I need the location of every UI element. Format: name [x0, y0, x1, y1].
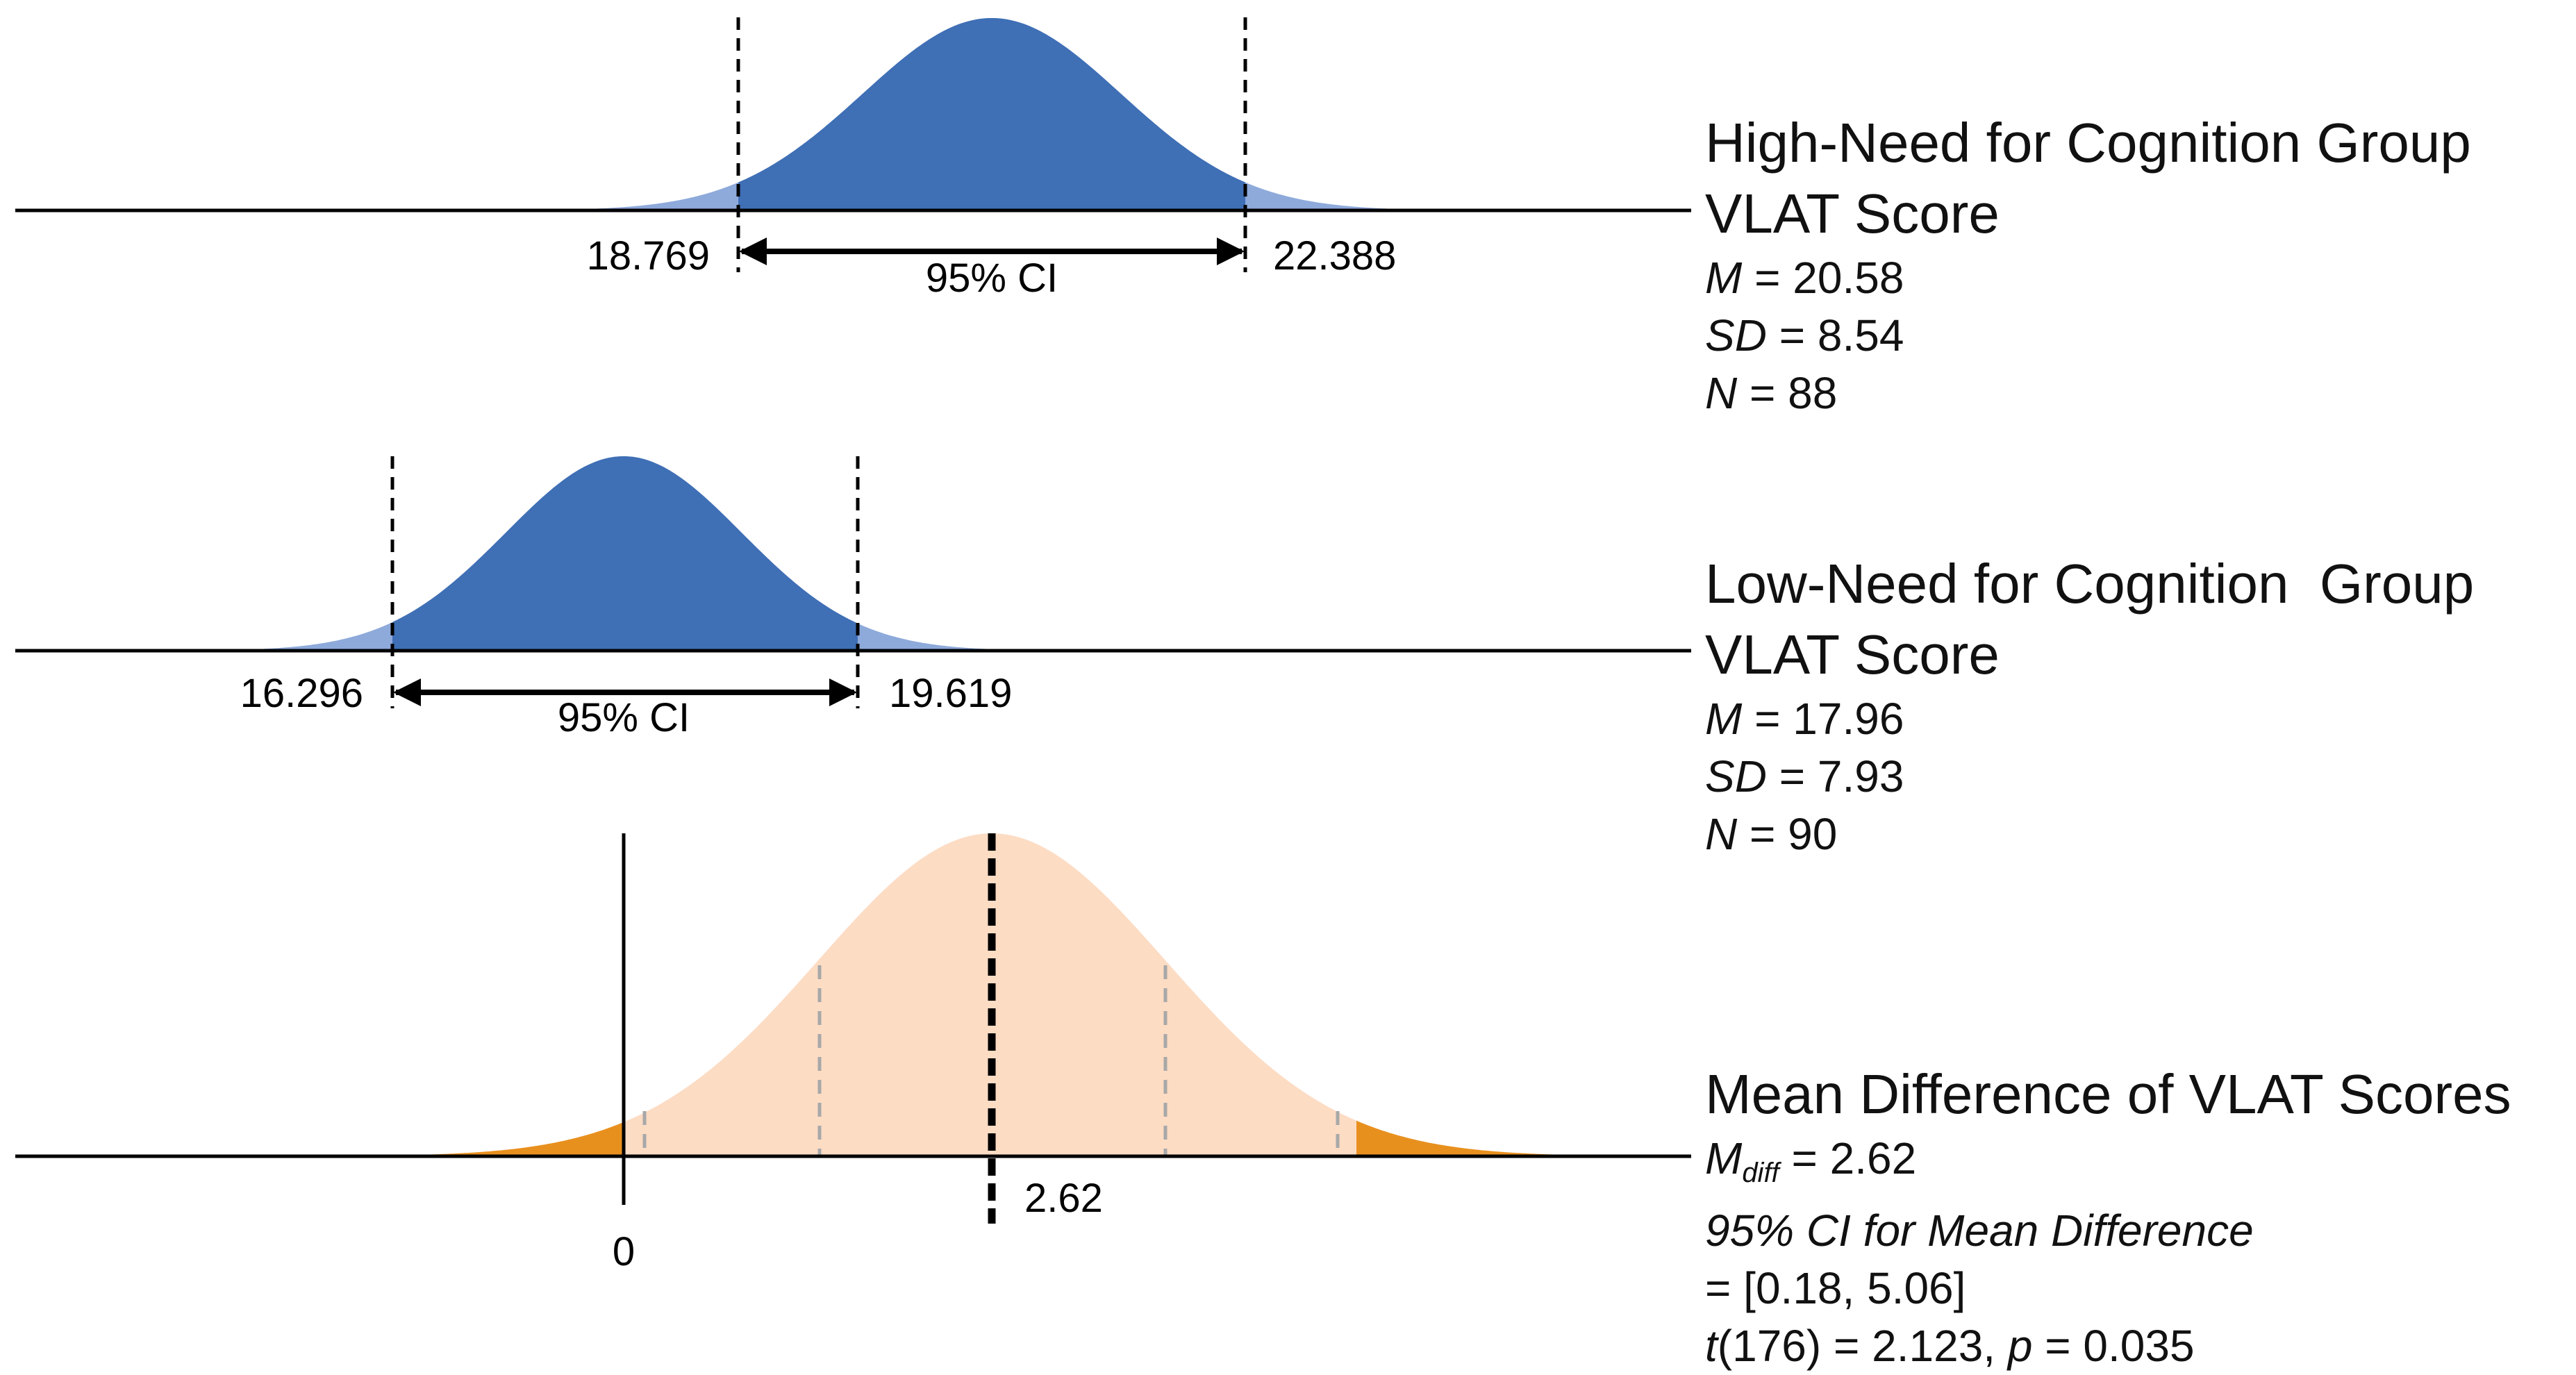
zero-label: 0	[613, 1229, 635, 1274]
mean-diff-ci-value: = [0.18, 5.06]	[1705, 1263, 1966, 1313]
high-need-ci-upper-label: 22.388	[1273, 233, 1396, 278]
high-need-title: High-Need for Cognition Group	[1705, 112, 2471, 174]
high-need-mean: M = 20.58	[1705, 253, 1904, 303]
low-need-stats: Low-Need for Cognition Group VLAT Score …	[1705, 549, 2474, 863]
mean-diff-panel: 0 2.62	[15, 833, 1691, 1274]
high-need-sd: SD = 8.54	[1705, 310, 1904, 360]
mean-diff-value: Mdiff = 2.62	[1705, 1133, 1917, 1188]
low-need-ci-area	[392, 456, 858, 651]
high-need-ci-lower-label: 18.769	[587, 233, 710, 278]
mean-diff-t-test: t(176) = 2.123, p = 0.035	[1705, 1321, 2195, 1371]
high-need-n: N = 88	[1705, 368, 1838, 418]
high-need-subtitle: VLAT Score	[1705, 183, 2000, 244]
high-need-ci-label: 95% CI	[926, 256, 1058, 301]
low-need-sd: SD = 7.93	[1705, 751, 1904, 801]
low-need-ci-upper-label: 19.619	[889, 671, 1012, 716]
low-need-ci-lower-label: 16.296	[240, 671, 363, 716]
mean-diff-label: 2.62	[1024, 1176, 1103, 1221]
low-need-mean: M = 17.96	[1705, 694, 1904, 744]
mean-diff-right-tail	[1356, 1120, 1570, 1156]
low-need-ci-label: 95% CI	[558, 695, 690, 740]
high-need-stats: High-Need for Cognition Group VLAT Score…	[1705, 108, 2471, 422]
mean-diff-title: Mean Difference of VLAT Scores	[1705, 1063, 2511, 1125]
low-need-title: Low-Need for Cognition Group	[1705, 553, 2475, 615]
high-need-panel: 18.769 22.388 95% CI	[15, 17, 1691, 301]
mean-diff-left-tail	[417, 1122, 624, 1156]
low-need-panel: 16.296 19.619 95% CI	[15, 456, 1691, 740]
low-need-subtitle: VLAT Score	[1705, 624, 2000, 685]
mean-diff-ci-label: 95% CI for Mean Difference	[1705, 1206, 2254, 1256]
mean-diff-stats: Mean Difference of VLAT Scores Mdiff = 2…	[1705, 1059, 2511, 1375]
low-need-n: N = 90	[1705, 809, 1838, 859]
high-need-ci-area	[738, 18, 1245, 210]
